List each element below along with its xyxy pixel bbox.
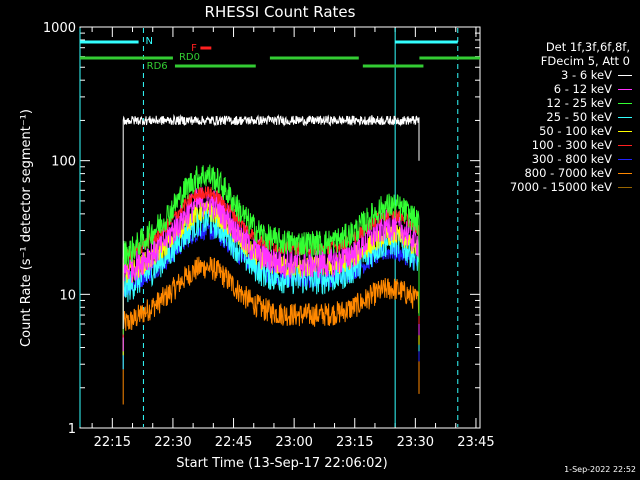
rd6-label: RD6 bbox=[147, 61, 168, 72]
series-line-50-100kev bbox=[122, 201, 420, 356]
legend-swatch bbox=[618, 172, 632, 174]
legend-swatch bbox=[618, 116, 632, 118]
legend-swatch bbox=[618, 144, 632, 146]
legend-swatch bbox=[618, 186, 632, 188]
night-label: N bbox=[145, 36, 152, 47]
x-tick-label-4: 23:15 bbox=[336, 435, 373, 450]
timestamp: 1-Sep-2022 22:52 bbox=[564, 465, 636, 474]
legend-header-line-1: Det 1f,3f,6f,8f, bbox=[545, 40, 630, 54]
plot-area bbox=[79, 26, 481, 429]
legend-swatch bbox=[618, 74, 632, 76]
y-axis-label: Count Rate (s⁻¹ detector segment⁻¹) bbox=[19, 109, 34, 347]
legend-label: 100 - 300 keV bbox=[531, 138, 612, 152]
legend-label: 6 - 12 keV bbox=[553, 82, 612, 96]
legend-entry: 3 - 6 keV bbox=[470, 68, 632, 82]
x-tick-label-1: 22:30 bbox=[154, 435, 191, 450]
series-line-800-7000kev bbox=[122, 256, 420, 405]
x-tick-label-6: 23:45 bbox=[457, 435, 494, 450]
legend-label: 800 - 7000 keV bbox=[524, 166, 612, 180]
legend-swatch bbox=[618, 130, 632, 132]
x-tick-label-2: 22:45 bbox=[215, 435, 252, 450]
x-axis-label: Start Time (13-Sep-17 22:06:02) bbox=[176, 456, 387, 471]
legend-label: 7000 - 15000 keV bbox=[509, 180, 612, 194]
x-tick-label-5: 23:30 bbox=[397, 435, 434, 450]
legend: Det 1f,3f,6f,8f, FDecim 5, Att 0 3 - 6 k… bbox=[470, 40, 632, 194]
x-tick-label-3: 23:00 bbox=[275, 435, 312, 450]
legend-swatch bbox=[618, 88, 632, 90]
flare-label: F bbox=[191, 43, 197, 54]
y-tick-label-3: 1000 bbox=[43, 21, 76, 36]
legend-entry: 6 - 12 keV bbox=[470, 82, 632, 96]
legend-entry: 50 - 100 keV bbox=[470, 124, 632, 138]
chart-title: RHESSI Count Rates bbox=[205, 3, 356, 21]
series-line-12-25kev bbox=[122, 164, 420, 335]
series-line-6-12kev bbox=[122, 186, 420, 352]
legend-label: 12 - 25 keV bbox=[546, 96, 612, 110]
legend-header-line-2: FDecim 5, Att 0 bbox=[540, 54, 630, 68]
legend-label: 300 - 800 keV bbox=[531, 152, 612, 166]
legend-label: 3 - 6 keV bbox=[561, 68, 612, 82]
legend-entry: 7000 - 15000 keV bbox=[470, 180, 632, 194]
rd0-label: RD0 bbox=[179, 52, 200, 63]
legend-label: 50 - 100 keV bbox=[539, 124, 612, 138]
y-tick-label-2: 100 bbox=[51, 155, 76, 170]
legend-entry: 12 - 25 keV bbox=[470, 96, 632, 110]
y-tick-label-0: 1 bbox=[68, 422, 76, 437]
x-tick-label-0: 22:15 bbox=[94, 435, 131, 450]
legend-entry: 800 - 7000 keV bbox=[470, 166, 632, 180]
legend-swatch bbox=[618, 102, 632, 104]
legend-entry: 25 - 50 keV bbox=[470, 110, 632, 124]
legend-swatch bbox=[618, 158, 632, 160]
legend-entry: 300 - 800 keV bbox=[470, 152, 632, 166]
legend-label: 25 - 50 keV bbox=[546, 110, 612, 124]
series-line-3-6kev bbox=[122, 113, 420, 329]
series-line-25-50kev bbox=[122, 204, 420, 370]
y-tick-label-1: 10 bbox=[59, 288, 76, 303]
legend-entry: 100 - 300 keV bbox=[470, 138, 632, 152]
